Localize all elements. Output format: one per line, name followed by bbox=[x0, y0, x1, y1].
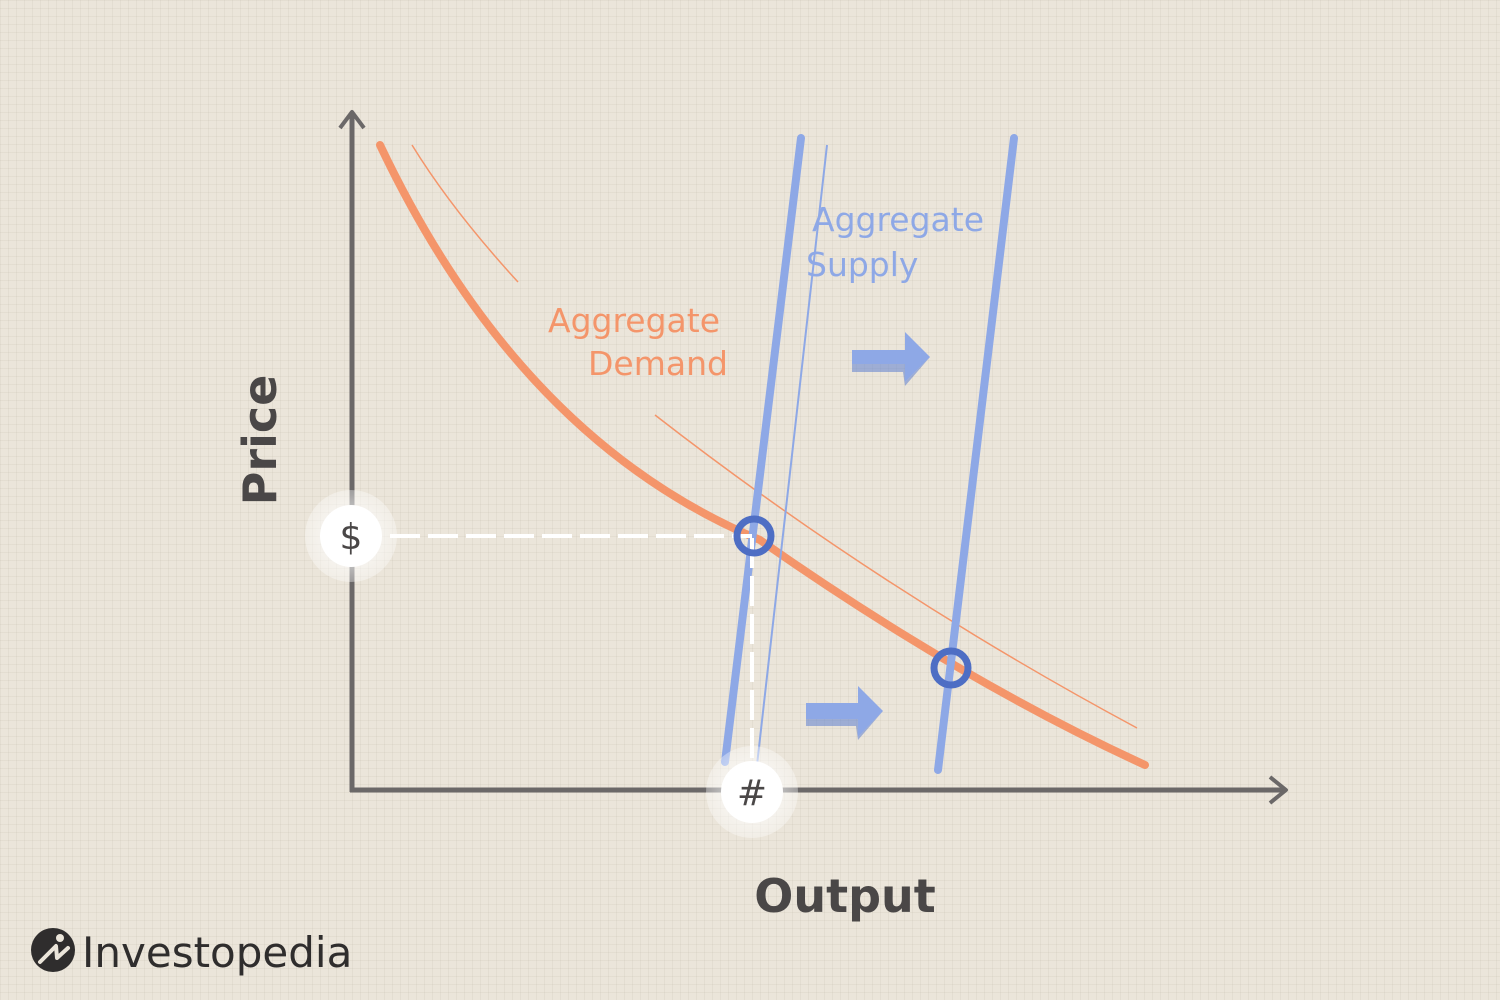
demand-curve-shifted-thin-lower bbox=[654, 414, 1138, 729]
demand-label-line2: Demand bbox=[588, 344, 728, 383]
demand-curve bbox=[376, 141, 1149, 769]
investopedia-logo-icon bbox=[31, 928, 75, 972]
supply-curve-thin bbox=[756, 144, 828, 766]
equilibrium-point-shifted bbox=[930, 647, 972, 689]
supply-curve-original bbox=[721, 134, 805, 766]
x-axis-title: Output bbox=[754, 869, 936, 923]
supply-label-line2: Supply bbox=[806, 245, 918, 284]
supply-curve-shifted bbox=[934, 134, 1018, 774]
y-axis-arrowhead bbox=[338, 110, 366, 130]
investopedia-logo: Investopedia bbox=[31, 928, 352, 977]
demand-label-line1: Aggregate bbox=[548, 301, 720, 340]
brand-name: Investopedia bbox=[82, 928, 352, 977]
price-marker: $ bbox=[305, 490, 397, 582]
equilibrium-point-original bbox=[733, 515, 775, 557]
shift-arrow-lower-icon bbox=[806, 686, 883, 740]
supply-label-line1: Aggregate bbox=[812, 200, 984, 239]
demand-curve-shifted-thin bbox=[411, 144, 519, 283]
x-axis-arrowhead bbox=[1268, 775, 1288, 805]
price-marker-symbol: $ bbox=[340, 517, 363, 558]
shift-arrow-upper-icon bbox=[852, 332, 930, 386]
output-marker: # bbox=[706, 746, 798, 838]
output-marker-symbol: # bbox=[737, 773, 767, 814]
y-axis-title: Price bbox=[233, 375, 287, 506]
